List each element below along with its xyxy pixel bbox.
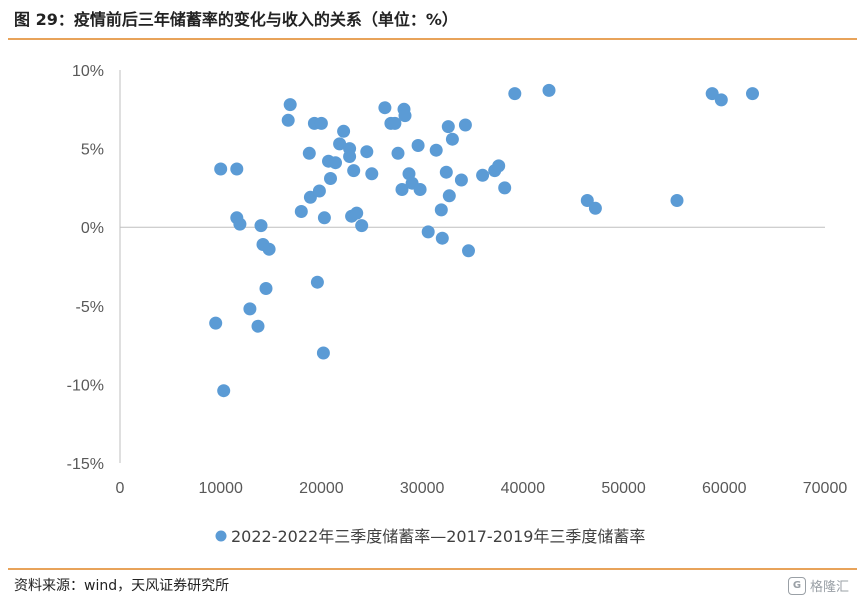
legend-marker — [215, 530, 227, 542]
data-point — [462, 244, 475, 258]
data-point — [442, 189, 456, 203]
data-point — [441, 120, 455, 134]
data-point — [343, 150, 357, 163]
data-point — [588, 201, 602, 215]
data-point — [365, 167, 379, 181]
data-point — [209, 316, 223, 330]
data-point — [310, 275, 324, 289]
x-tick-label: 0 — [116, 480, 125, 497]
data-point — [355, 219, 369, 233]
data-point — [259, 282, 273, 295]
data-point — [312, 184, 326, 198]
data-point — [251, 319, 265, 333]
data-point — [217, 384, 231, 398]
scatter-chart: 10% 5% 0% -5% -10% -15% 0 10000 20000 30000 40000… — [67, 63, 848, 546]
data-point — [230, 162, 244, 176]
legend: 2022-2022年三季度储蓄率—2017-2019年三季度储蓄率 — [215, 527, 645, 546]
x-tick-label: 50000 — [601, 480, 646, 497]
y-tick-label: 0% — [81, 220, 104, 237]
data-point — [498, 181, 512, 195]
data-point — [714, 93, 728, 107]
data-point — [492, 159, 506, 173]
data-point — [458, 118, 472, 132]
x-tick-label: 20000 — [299, 480, 344, 497]
data-point — [347, 164, 361, 178]
data-point — [316, 346, 330, 360]
data-point — [434, 203, 448, 217]
y-tick-label: 5% — [81, 142, 104, 159]
watermark-logo-icon: G — [787, 576, 806, 595]
data-point — [324, 172, 337, 185]
data-point — [454, 173, 468, 187]
legend-label: 2022-2022年三季度储蓄率—2017-2019年三季度储蓄率 — [231, 527, 645, 546]
data-point — [378, 101, 392, 115]
data-point — [413, 183, 427, 196]
data-point — [395, 183, 409, 196]
footer-divider — [8, 568, 857, 570]
data-point — [542, 83, 556, 97]
data-point — [214, 162, 228, 176]
watermark-text: 格隆汇 — [809, 580, 849, 595]
data-point — [281, 113, 295, 127]
title-divider — [8, 38, 857, 40]
data-point — [303, 190, 317, 204]
data-point — [435, 231, 449, 245]
data-point — [508, 87, 522, 101]
data-point — [243, 302, 257, 316]
data-point — [445, 132, 459, 146]
data-point — [439, 165, 453, 179]
data-point — [254, 219, 268, 233]
data-point — [398, 109, 412, 123]
data-point — [302, 146, 316, 160]
data-point — [337, 124, 351, 138]
x-tick-label: 60000 — [702, 480, 747, 497]
data-point — [476, 168, 490, 182]
data-point — [262, 242, 276, 256]
y-tick-label: 10% — [72, 63, 104, 80]
y-tick-label: -15% — [67, 456, 104, 473]
figure-title: 图 29：疫情前后三年储蓄率的变化与收入的关系（单位：%） — [14, 10, 458, 29]
y-axis-tick-labels: 10% 5% 0% -5% -10% -15% — [67, 63, 104, 473]
data-point — [333, 137, 347, 151]
data-point — [283, 98, 297, 112]
data-point — [391, 146, 405, 160]
data-point — [421, 225, 435, 239]
data-point — [670, 194, 684, 207]
scatter-points — [209, 83, 759, 398]
data-point — [233, 217, 247, 231]
data-point — [350, 206, 364, 220]
data-point — [360, 145, 374, 159]
watermark: G 格隆汇 — [787, 576, 849, 595]
data-point — [317, 211, 331, 225]
x-tick-label: 10000 — [198, 480, 243, 497]
y-tick-label: -5% — [76, 299, 104, 316]
data-point — [294, 205, 308, 218]
source-note: 资料来源：wind，天风证券研究所 — [14, 578, 230, 594]
x-axis-tick-labels: 0 10000 20000 30000 40000 50000 60000 70000 — [116, 480, 848, 497]
data-point — [429, 143, 443, 157]
x-tick-label: 70000 — [803, 480, 848, 497]
data-point — [580, 194, 594, 207]
y-tick-label: -10% — [67, 377, 104, 394]
data-point — [314, 116, 328, 130]
data-point — [411, 139, 425, 152]
data-point — [388, 116, 402, 130]
data-point — [705, 87, 719, 101]
data-point — [329, 156, 342, 170]
x-tick-label: 40000 — [501, 480, 546, 497]
x-tick-label: 30000 — [400, 480, 445, 497]
data-point — [746, 87, 759, 101]
